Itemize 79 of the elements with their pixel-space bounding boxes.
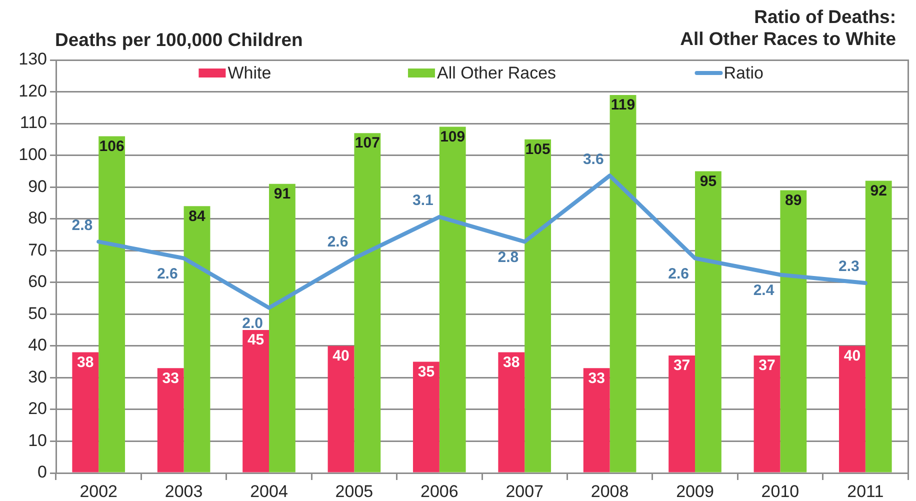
y-tick-label: 110 xyxy=(20,113,47,132)
data-label: 84 xyxy=(188,208,206,225)
bar xyxy=(439,126,466,472)
y-tick-label: 30 xyxy=(28,367,47,386)
x-tick-label: 2011 xyxy=(847,482,884,501)
data-label: 3.6 xyxy=(582,150,604,168)
bar xyxy=(242,330,269,472)
bar xyxy=(838,346,866,472)
data-label: 40 xyxy=(332,348,350,365)
x-tick-label: 2008 xyxy=(590,482,629,501)
x-tick-label: 2002 xyxy=(80,482,118,501)
y-tick-label: 130 xyxy=(18,50,47,69)
data-label: 35 xyxy=(418,363,435,380)
y-tick-label: 100 xyxy=(18,144,47,164)
x-tick-label: 2005 xyxy=(335,482,374,501)
y-tick-label: 70 xyxy=(28,240,47,260)
y-axis-title: Deaths per 100,000 Children xyxy=(55,29,303,51)
data-label: 33 xyxy=(588,370,605,387)
data-label: 38 xyxy=(77,354,94,371)
x-tick-label: 2004 xyxy=(250,482,288,501)
legend-label: White xyxy=(228,64,272,83)
data-label: 38 xyxy=(503,354,520,371)
data-label: 33 xyxy=(162,370,179,387)
data-label: 3.1 xyxy=(412,192,434,210)
y-tick-label: 10 xyxy=(28,430,47,450)
x-tick-label: 2010 xyxy=(761,482,800,501)
data-label: 119 xyxy=(610,96,636,114)
y2-axis-title: Ratio of Deaths: All Other Races to White xyxy=(680,6,896,50)
x-tick-label: 2009 xyxy=(676,482,714,501)
y-tick-label: 120 xyxy=(18,81,47,100)
bar xyxy=(269,184,296,472)
bar xyxy=(157,368,184,472)
y-tick-label: 80 xyxy=(28,208,47,228)
y-tick-label: 0 xyxy=(38,462,47,482)
data-label: 2.3 xyxy=(838,258,860,276)
bar xyxy=(610,94,636,472)
bar xyxy=(780,190,807,472)
legend-label: All Other Races xyxy=(436,64,556,83)
data-label: 107 xyxy=(354,134,380,152)
y-tick-label: 50 xyxy=(28,304,47,323)
data-label: 2.4 xyxy=(753,282,775,299)
data-label: 2.6 xyxy=(327,233,348,250)
y-tick-label: 90 xyxy=(28,176,47,196)
data-label: 109 xyxy=(440,128,466,146)
data-label: 37 xyxy=(758,357,776,374)
x-tick-label: 2003 xyxy=(164,482,203,501)
bar xyxy=(354,133,381,472)
x-tick-label: 2007 xyxy=(506,482,544,501)
bar xyxy=(98,136,126,472)
data-label: 91 xyxy=(274,186,291,203)
bar xyxy=(524,139,552,472)
bar xyxy=(328,346,354,472)
data-label: 37 xyxy=(673,357,690,374)
y-tick-label: 40 xyxy=(28,336,47,355)
data-label: 105 xyxy=(525,141,550,158)
legend-label: Ratio xyxy=(724,64,764,83)
data-label: 89 xyxy=(785,192,802,209)
data-label: 2.8 xyxy=(498,248,519,266)
bar xyxy=(498,352,525,472)
data-label: 45 xyxy=(247,332,264,349)
bar xyxy=(412,362,440,472)
bar xyxy=(865,180,892,472)
x-tick-label: 2006 xyxy=(420,482,458,501)
bar xyxy=(583,368,610,472)
data-label: 95 xyxy=(700,172,717,190)
data-label: 40 xyxy=(844,348,861,365)
y-tick-label: 60 xyxy=(28,272,47,292)
data-label: 106 xyxy=(99,138,124,155)
data-label: 2.0 xyxy=(242,314,263,332)
bar xyxy=(754,355,780,472)
bar xyxy=(695,171,722,472)
data-label: 2.6 xyxy=(156,265,178,282)
data-label: 2.8 xyxy=(72,216,93,234)
bar xyxy=(184,206,210,472)
data-label: 2.6 xyxy=(668,265,689,282)
data-label: 92 xyxy=(870,182,887,200)
y-tick-label: 20 xyxy=(28,399,47,418)
bar xyxy=(72,352,99,472)
bar xyxy=(668,355,695,472)
